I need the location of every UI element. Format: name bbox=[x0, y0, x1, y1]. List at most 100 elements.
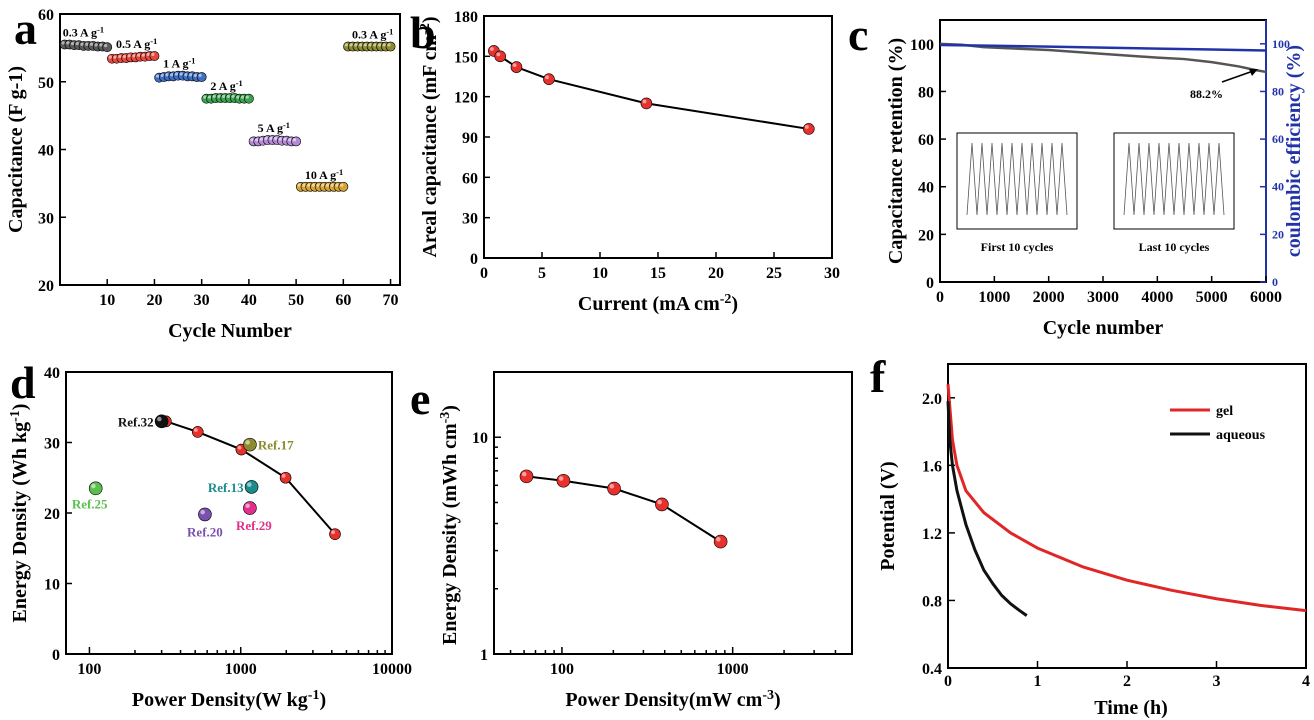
data-point-shine bbox=[387, 43, 391, 47]
data-point-body bbox=[640, 97, 653, 110]
x-tick-label: 60 bbox=[335, 292, 351, 309]
data-point-shine bbox=[716, 537, 721, 542]
x-tick-label: 15 bbox=[650, 265, 666, 282]
y2-tick-label: 40 bbox=[1272, 180, 1284, 194]
data-point-shine bbox=[113, 55, 117, 59]
data-point-shine bbox=[99, 43, 103, 47]
x-tick-label: 5 bbox=[538, 265, 546, 282]
x-tick-label: 30 bbox=[194, 292, 210, 309]
data-point-shine bbox=[207, 95, 212, 99]
data-point-shine bbox=[122, 54, 127, 59]
y-tick-label: 100 bbox=[910, 37, 934, 54]
panel-e: 100 1000 1 10 Power Density(mW cm-3) Energy D… bbox=[410, 371, 853, 711]
data-point-shine bbox=[193, 73, 197, 78]
plot-frame bbox=[493, 371, 853, 655]
panel-label: a bbox=[14, 3, 37, 54]
data-point bbox=[510, 61, 523, 73]
data-point-shine bbox=[189, 73, 193, 77]
y-tick-label: 60 bbox=[462, 170, 478, 187]
x-tick-label: 100 bbox=[550, 661, 574, 678]
data-point-shine bbox=[335, 183, 339, 187]
y2-tick-label: 80 bbox=[1272, 84, 1284, 98]
y-tick-label: 30 bbox=[44, 436, 60, 453]
x-tick-label: 1000 bbox=[225, 661, 257, 678]
data-point-shine bbox=[94, 43, 98, 47]
data-point-shine bbox=[274, 136, 278, 141]
data-point-shine bbox=[316, 183, 320, 187]
data-point-shine bbox=[804, 125, 809, 129]
series-label: 1 A g-1 bbox=[163, 56, 195, 71]
y-tick-label: 60 bbox=[918, 132, 934, 149]
ref-point bbox=[243, 501, 257, 515]
data-point bbox=[385, 41, 396, 52]
plot-frame bbox=[65, 371, 393, 655]
series-label: 0.3 A g-1 bbox=[63, 25, 104, 40]
data-point-body bbox=[713, 534, 728, 549]
data-point-shine bbox=[137, 53, 141, 57]
data-point-shine bbox=[217, 94, 221, 99]
data-point-shine bbox=[377, 43, 382, 47]
data-point bbox=[556, 473, 571, 488]
data-point-shine bbox=[331, 530, 336, 535]
data-point-body bbox=[607, 481, 621, 496]
x-axis-title: Cycle number bbox=[1043, 317, 1164, 339]
data-point-shine bbox=[302, 183, 306, 187]
data-point-shine bbox=[297, 183, 301, 187]
x-tick-label: 1 bbox=[1034, 673, 1042, 690]
x-tick-label: 6000 bbox=[1250, 289, 1282, 306]
inset-trace bbox=[1123, 142, 1225, 216]
ref-label: Ref.20 bbox=[187, 524, 223, 539]
data-point bbox=[279, 471, 292, 484]
x-tick-label: 50 bbox=[288, 292, 304, 309]
x-tick-label: 30 bbox=[824, 265, 840, 282]
y-tick-label: 150 bbox=[454, 49, 478, 66]
data-point-shine bbox=[521, 471, 527, 477]
data-point bbox=[291, 136, 302, 147]
series-label: 5 A g-1 bbox=[258, 121, 290, 136]
data-point-shine bbox=[174, 72, 179, 76]
data-point-shine bbox=[141, 53, 145, 57]
y-tick-label: 40 bbox=[38, 143, 54, 160]
annotation-label: 88.2% bbox=[1190, 87, 1223, 101]
y2-tick-label: 100 bbox=[1272, 37, 1290, 51]
data-point-shine bbox=[349, 43, 353, 47]
data-point-shine bbox=[359, 43, 363, 47]
data-point-body bbox=[102, 42, 113, 53]
ref-label: Ref.25 bbox=[72, 496, 108, 511]
y2-axis-title: coulombic efficiency (%) bbox=[1283, 45, 1305, 257]
data-point-shine bbox=[118, 54, 122, 59]
y-tick-label: 180 bbox=[454, 9, 478, 26]
y-tick-label: 0 bbox=[52, 647, 60, 664]
series-line bbox=[493, 50, 809, 130]
data-point bbox=[543, 73, 555, 85]
inset-label: First 10 cycles bbox=[981, 240, 1054, 254]
ref-point-shine bbox=[91, 483, 96, 489]
data-point-shine bbox=[496, 52, 501, 57]
x-axis-title: Power Density(W kg-1) bbox=[132, 688, 326, 712]
y-tick-label: 50 bbox=[38, 75, 54, 92]
panel-label: f bbox=[870, 351, 886, 402]
data-point-body bbox=[510, 61, 523, 73]
ref-label: Ref.29 bbox=[236, 518, 272, 533]
panel-label: c bbox=[848, 9, 868, 60]
series-line bbox=[526, 475, 722, 543]
x-tick-label: 4 bbox=[1302, 673, 1310, 690]
data-point-shine bbox=[70, 41, 75, 46]
data-point bbox=[191, 426, 204, 438]
data-point-body bbox=[196, 72, 207, 82]
data-point-shine bbox=[255, 138, 259, 142]
data-point-shine bbox=[236, 95, 240, 99]
x-axis-title: Cycle Number bbox=[168, 320, 292, 342]
series-label: 0.5 A g-1 bbox=[116, 37, 157, 52]
x-tick-label: 10000 bbox=[372, 661, 412, 678]
series-label: 10 A g-1 bbox=[305, 167, 343, 182]
data-point-body bbox=[556, 473, 571, 488]
data-point-body bbox=[338, 181, 349, 192]
y-tick-label: 60 bbox=[38, 7, 54, 24]
y-tick-label: 1.2 bbox=[922, 526, 942, 543]
x-axis-title: Time (h) bbox=[1094, 697, 1168, 719]
y2-tick-label: 20 bbox=[1272, 227, 1284, 241]
ref-point bbox=[198, 507, 212, 522]
data-point-shine bbox=[80, 42, 84, 46]
data-point bbox=[655, 497, 669, 512]
